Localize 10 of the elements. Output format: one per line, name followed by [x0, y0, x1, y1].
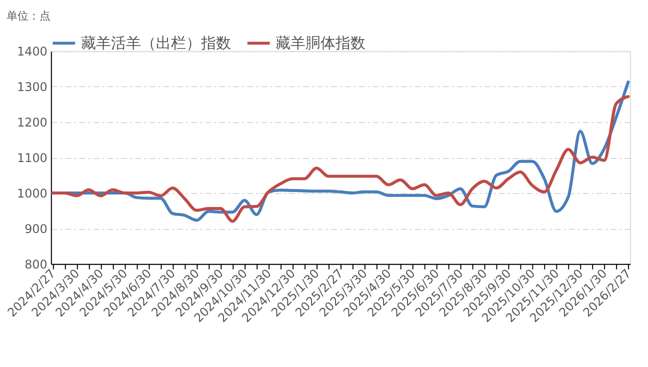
y-tick-label: 1300 — [16, 80, 48, 94]
y-tick-label: 1100 — [16, 151, 48, 166]
y-tick-label: 1200 — [16, 116, 48, 130]
legend-label: 藏羊活羊（出栏）指数 — [80, 34, 231, 52]
y-tick-label: 1000 — [16, 186, 48, 200]
legend-label: 藏羊胴体指数 — [276, 34, 366, 52]
y-tick-label: 900 — [24, 222, 48, 236]
y-axis-title: 单位：点 — [6, 10, 50, 23]
y-tick-label: 800 — [24, 257, 48, 272]
y-tick-label: 1400 — [16, 44, 48, 59]
